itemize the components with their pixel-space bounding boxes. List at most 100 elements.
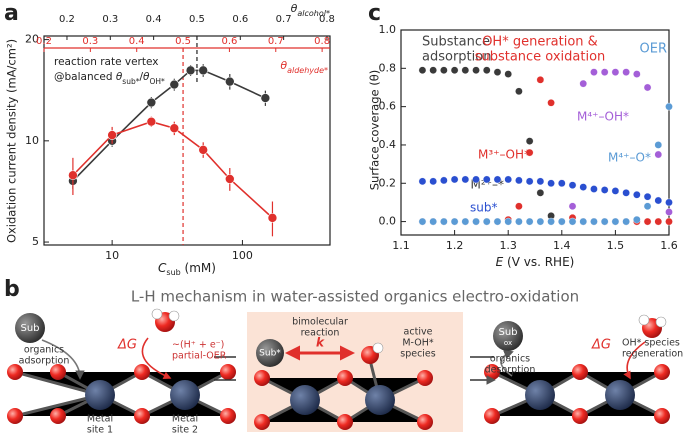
point xyxy=(633,215,641,224)
point xyxy=(654,196,663,205)
panel-label: a xyxy=(4,1,19,26)
point xyxy=(622,68,630,76)
point xyxy=(568,202,577,211)
point xyxy=(493,217,502,226)
oxygen xyxy=(220,408,236,424)
fit-line xyxy=(72,69,266,182)
x-tick-label: 1.1 xyxy=(392,239,410,252)
legend-label: M⁴⁺–O* xyxy=(608,151,651,165)
point xyxy=(418,66,427,75)
point xyxy=(525,137,534,145)
point xyxy=(461,175,470,184)
x-tick-label: 1.2 xyxy=(446,239,464,252)
oxygen xyxy=(50,408,66,424)
x-axis-label: Csub (mM) xyxy=(158,261,216,278)
substrate xyxy=(15,313,45,343)
point xyxy=(622,189,630,197)
label: organics xyxy=(24,345,64,356)
text-part: (mM) xyxy=(181,261,216,275)
oxygen xyxy=(654,408,670,424)
top-tick-label: 0.7 xyxy=(276,14,292,25)
point xyxy=(611,217,620,226)
metal xyxy=(290,385,320,415)
label: OH* species xyxy=(622,338,680,349)
point xyxy=(611,187,620,195)
point xyxy=(440,217,448,226)
top-tick-label: 0.3 xyxy=(102,14,118,25)
point xyxy=(472,217,480,226)
diagram: L-H mechanism in water-assisted organics… xyxy=(7,288,683,435)
label: site 2 xyxy=(172,425,198,435)
point xyxy=(493,175,502,184)
label: Metal xyxy=(87,414,113,425)
text-part: sub* xyxy=(122,77,139,86)
plot-frame xyxy=(400,29,670,236)
point xyxy=(643,217,652,226)
fit-line xyxy=(72,120,273,219)
point xyxy=(169,79,180,90)
point xyxy=(482,66,491,75)
text-part: θ xyxy=(116,71,123,83)
annotation: Substance xyxy=(422,35,490,50)
metal xyxy=(85,380,115,410)
point xyxy=(515,176,523,185)
point xyxy=(504,70,513,78)
axis-label: θalcohol* xyxy=(291,2,330,18)
y-tick-label: 0.6 xyxy=(379,100,397,113)
text-part: C xyxy=(158,261,167,275)
label: Sub* xyxy=(259,349,281,359)
text-part: aldehyde* xyxy=(287,66,328,75)
metal xyxy=(365,385,395,415)
oxygen xyxy=(572,408,588,424)
oxygen xyxy=(254,414,270,430)
point xyxy=(482,217,491,226)
legend-label: M⁴⁺–OH* xyxy=(577,110,629,124)
arrows xyxy=(41,337,646,380)
annotation: substance oxidation xyxy=(475,50,606,65)
y-tick-label: 10 xyxy=(25,134,39,147)
point xyxy=(450,66,459,75)
point xyxy=(225,174,235,184)
point xyxy=(590,68,598,76)
label: active xyxy=(404,327,433,338)
label: Sub xyxy=(20,323,39,334)
point xyxy=(633,70,641,78)
point xyxy=(665,208,673,216)
label: regeneration xyxy=(622,349,683,360)
oxygen xyxy=(220,364,236,380)
point xyxy=(665,217,673,226)
point xyxy=(558,179,566,188)
text-part: alcohol* xyxy=(297,9,330,18)
point xyxy=(536,177,545,186)
point xyxy=(525,148,534,157)
text-part: OH* xyxy=(149,77,165,86)
point xyxy=(611,68,620,76)
label: partial-OER xyxy=(172,351,227,362)
point xyxy=(643,83,652,92)
label: adsorption xyxy=(19,356,70,367)
top-tick-label: 0.7 xyxy=(268,36,284,47)
point xyxy=(504,217,513,226)
oxygen xyxy=(654,364,670,380)
annotation: adsorption xyxy=(422,50,491,65)
point xyxy=(643,192,652,201)
oxygen xyxy=(417,370,433,386)
point xyxy=(461,217,470,226)
point xyxy=(146,116,157,127)
label: ΔG xyxy=(591,338,611,353)
point xyxy=(654,150,663,159)
oxygen xyxy=(254,370,270,386)
y-axis-label: Oxidation current density (mA/cm²) xyxy=(5,39,19,243)
point xyxy=(418,177,427,186)
point xyxy=(525,217,534,226)
point xyxy=(429,217,437,226)
x-tick-label: 1.5 xyxy=(607,239,625,252)
point xyxy=(472,175,480,184)
top-tick-label: 0.6 xyxy=(221,36,237,47)
axis-label: θaldehyde* xyxy=(280,59,328,75)
top-tick-label: 0.2 xyxy=(59,14,75,25)
point xyxy=(515,87,523,96)
point xyxy=(536,189,545,197)
label: site 1 xyxy=(87,425,113,435)
